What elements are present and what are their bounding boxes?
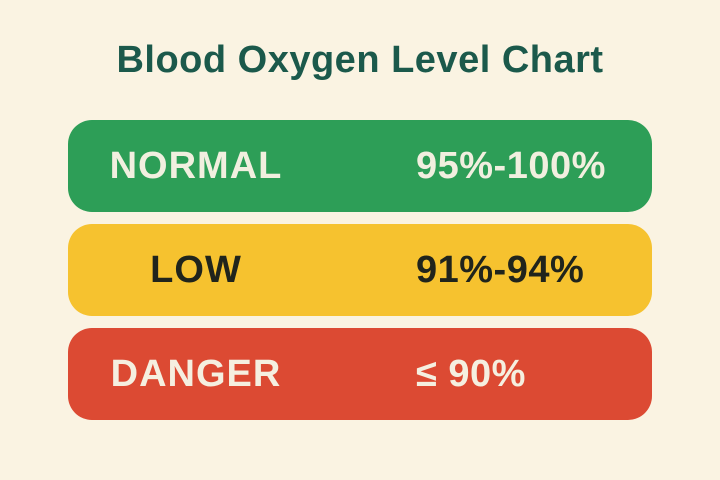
band-low: LOW 91%-94% (68, 224, 652, 316)
band-low-range: 91%-94% (416, 248, 585, 291)
band-normal-label: NORMAL (109, 144, 283, 187)
band-danger: DANGER ≤ 90% (68, 328, 652, 420)
band-normal-range: 95%-100% (416, 144, 606, 187)
band-danger-label: DANGER (110, 352, 282, 395)
band-danger-range: ≤ 90% (416, 352, 526, 395)
band-low-label: LOW (150, 248, 242, 291)
page-title: Blood Oxygen Level Chart (116, 39, 604, 81)
band-normal: NORMAL 95%-100% (68, 120, 652, 212)
